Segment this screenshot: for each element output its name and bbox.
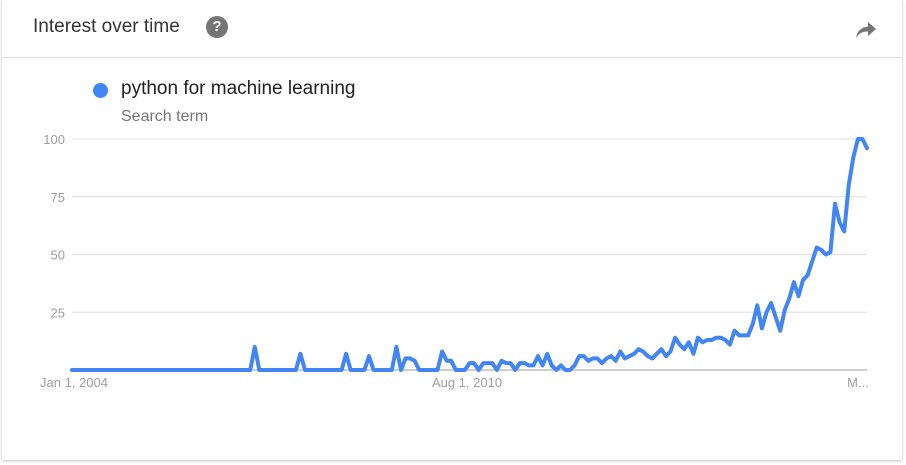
y-tick-label: 100 (43, 132, 65, 147)
y-tick-label: 75 (51, 190, 65, 205)
y-tick-label: 25 (51, 305, 65, 320)
legend-series-name: python for machine learning (121, 78, 356, 99)
y-tick-label: 50 (51, 248, 65, 263)
card-header: Interest over time ? (2, 0, 902, 58)
series-line (70, 137, 869, 372)
share-arrow-icon[interactable] (854, 20, 878, 40)
x-tick-label: Jan 1, 2004 (40, 375, 108, 390)
series-color-dot (93, 83, 108, 98)
x-tick-label: M... (847, 375, 869, 390)
help-circle-icon[interactable]: ? (206, 16, 228, 38)
legend-series-subtitle: Search term (121, 108, 209, 125)
card-title: Interest over time (33, 16, 180, 37)
x-tick-label: Aug 1, 2010 (432, 375, 502, 390)
